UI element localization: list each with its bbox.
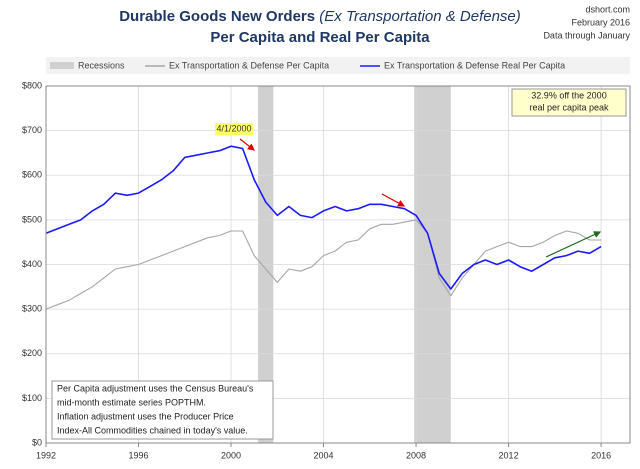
x-tick-label: 2012: [499, 450, 519, 460]
legend-background: [46, 57, 630, 74]
legend-label: Ex Transportation & Defense Real Per Cap…: [384, 60, 565, 70]
callout-box: [511, 88, 627, 117]
legend-label: Ex Transportation & Defense Per Capita: [169, 60, 329, 70]
legend: Ex Transportation & Defense Per Capita Ex…: [145, 60, 565, 70]
chart-title: Durable Goods New Orders (Ex Transportat…: [119, 8, 521, 25]
y-tick-label: $200: [22, 348, 42, 358]
footnote: Inflation adjustment uses the Producer P…: [57, 411, 234, 421]
x-tick-label: 2004: [314, 450, 334, 460]
y-tick-label: $800: [22, 80, 42, 90]
series-line: [45, 219, 602, 310]
plot-frame: [45, 85, 631, 444]
footnote: Per Capita adjustment uses the Census Bu…: [57, 383, 254, 393]
x-tick-label: 1992: [36, 450, 56, 460]
x-tick-label: 2000: [221, 450, 241, 460]
source-line: February 2016: [571, 17, 630, 27]
y-tick-label: $700: [22, 125, 42, 135]
arrow: [239, 138, 255, 151]
peak-label-box: [215, 123, 253, 135]
footnote: mid-month estimate series POPTHM.: [57, 397, 206, 407]
y-tick-label: $600: [22, 170, 42, 180]
y-tick-label: $400: [22, 259, 42, 269]
y-tick-label: $300: [22, 304, 42, 314]
arrow: [545, 231, 602, 258]
source-line: Data through January: [543, 30, 630, 40]
series-line: [45, 145, 602, 290]
footnote-box: [51, 380, 274, 440]
x-tick-label: 1996: [128, 450, 148, 460]
legend-label: Recessions: [78, 60, 125, 70]
y-tick-label: $500: [22, 214, 42, 224]
legend-swatch: [50, 62, 74, 69]
plot-area: [45, 85, 630, 444]
y-tick-label: $100: [22, 393, 42, 403]
footnote: Index-All Commodities chained in today's…: [57, 425, 248, 435]
source-line: dshort.com: [585, 4, 630, 14]
x-tick-label: 2016: [591, 450, 611, 460]
peak-label: 4/1/2000: [216, 123, 251, 133]
x-tick-label: 2008: [406, 450, 426, 460]
arrow: [381, 193, 406, 207]
callout-text: real per capita peak: [529, 102, 609, 112]
y-tick-label: $0: [32, 437, 42, 447]
callout-text: 32.9% off the 2000: [531, 90, 606, 100]
chart-subtitle: Per Capita and Real Per Capita: [210, 29, 430, 46]
